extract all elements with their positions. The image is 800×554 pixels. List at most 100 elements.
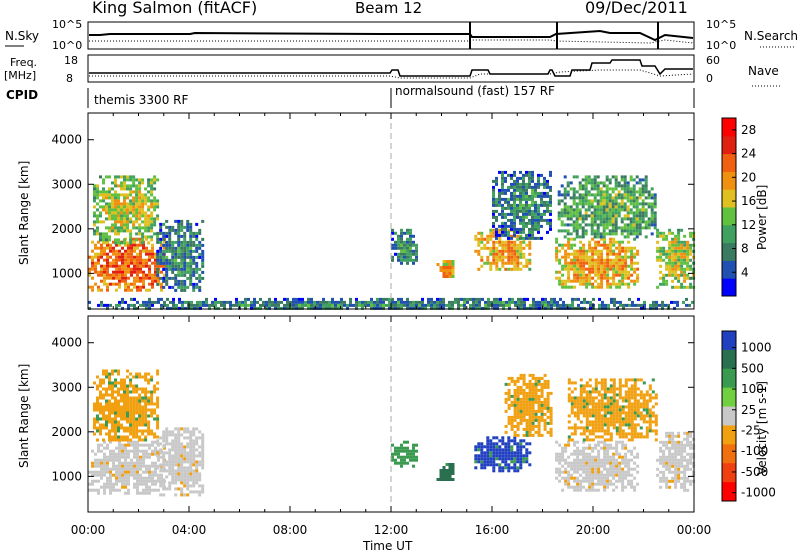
heatmap-cell <box>576 440 580 444</box>
heatmap-cell <box>109 488 112 492</box>
heatmap-cell <box>618 267 622 271</box>
heatmap-cell <box>620 217 624 221</box>
heatmap-cell <box>109 246 112 250</box>
heatmap-cell <box>331 297 334 301</box>
heatmap-cell <box>108 411 111 415</box>
heatmap-cell <box>145 249 148 253</box>
heatmap-cell <box>603 264 607 268</box>
y-tick-label: 4000 <box>51 133 82 147</box>
heatmap-cell <box>633 455 637 459</box>
heatmap-cell <box>570 408 574 412</box>
heatmap-cell <box>489 460 493 464</box>
heatmap-cell <box>168 433 172 437</box>
heatmap-cell <box>109 479 112 483</box>
heatmap-cell <box>120 408 123 412</box>
heatmap-cell <box>132 184 136 188</box>
heatmap-cell <box>391 303 394 307</box>
heatmap-cell <box>591 270 595 274</box>
heatmap-cell <box>680 255 684 259</box>
heatmap-cell <box>612 390 616 394</box>
heatmap-cell <box>633 279 637 283</box>
heatmap-cell <box>599 202 603 206</box>
heatmap-cell <box>528 206 531 210</box>
heatmap-cell <box>165 469 169 473</box>
heatmap-cell <box>93 417 96 421</box>
heatmap-cell <box>564 249 568 253</box>
heatmap-cell <box>409 255 412 259</box>
heatmap-cell <box>121 273 124 277</box>
heatmap-cell <box>100 485 103 489</box>
heatmap-cell <box>183 475 187 479</box>
heatmap-cell <box>325 300 328 304</box>
heatmap-cell <box>117 238 120 242</box>
heatmap-cell <box>150 214 154 218</box>
heatmap-cell <box>181 300 184 304</box>
heatmap-cell <box>121 485 124 489</box>
heatmap-cell <box>507 382 511 386</box>
heatmap-cell <box>442 300 445 304</box>
heatmap-cell <box>617 226 621 230</box>
heatmap-cell <box>546 182 549 186</box>
heatmap-cell <box>608 181 612 185</box>
heatmap-cell <box>433 303 436 307</box>
heatmap-cell <box>115 261 118 265</box>
heatmap-cell <box>597 393 601 397</box>
heatmap-cell <box>466 297 469 301</box>
heatmap-cell <box>624 255 628 259</box>
heatmap-cell <box>391 306 394 310</box>
heatmap-cell <box>192 430 196 434</box>
heatmap-cell <box>603 393 607 397</box>
heatmap-cell <box>160 479 163 483</box>
heatmap-cell <box>618 264 622 268</box>
heatmap-cell <box>168 276 172 280</box>
heatmap-cell <box>165 219 169 223</box>
heatmap-cell <box>680 249 684 253</box>
heatmap-cell <box>415 252 418 256</box>
heatmap-cell <box>469 306 472 310</box>
noise-tick-top-left: 10^5 <box>52 18 82 31</box>
heatmap-cell <box>100 303 103 307</box>
heatmap-cell <box>192 448 196 452</box>
heatmap-cell <box>630 479 634 483</box>
heatmap-cell <box>448 463 452 466</box>
heatmap-cell <box>144 423 148 427</box>
heatmap-cell <box>615 458 619 462</box>
heatmap-cell <box>156 442 160 446</box>
heatmap-cell <box>475 303 478 307</box>
heatmap-cell <box>195 454 199 458</box>
heatmap-cell <box>579 461 583 465</box>
heatmap-cell <box>124 288 127 292</box>
heatmap-cell <box>168 481 172 485</box>
heatmap-cell <box>614 199 618 203</box>
heatmap-cell <box>142 443 145 447</box>
heatmap-cell <box>603 458 607 462</box>
heatmap-cell <box>627 482 631 486</box>
heatmap-cell <box>141 408 145 412</box>
heatmap-cell <box>504 255 508 259</box>
heatmap-cell <box>403 258 406 262</box>
heatmap-cell <box>546 203 549 207</box>
heatmap-cell <box>570 473 574 477</box>
heatmap-cell <box>501 448 505 452</box>
heatmap-cell <box>492 469 496 473</box>
heatmap-cell <box>578 226 582 230</box>
heatmap-cell <box>563 223 567 227</box>
heatmap-cell <box>591 237 595 241</box>
heatmap-cell <box>603 402 607 406</box>
heatmap-cell <box>600 464 604 468</box>
heatmap-cell <box>127 452 130 456</box>
y-tick-label: 2000 <box>51 222 82 236</box>
heatmap-cell <box>412 455 415 459</box>
heatmap-cell <box>522 427 526 431</box>
heatmap-cell <box>605 208 609 212</box>
heatmap-cell <box>600 402 604 406</box>
heatmap-cell <box>510 224 513 228</box>
heatmap-cell <box>537 397 541 401</box>
heatmap-cell <box>546 409 550 413</box>
heatmap-cell <box>683 279 687 283</box>
heatmap-cell <box>186 454 190 458</box>
heatmap-cell <box>519 249 523 253</box>
heatmap-cell <box>159 276 163 280</box>
heatmap-cell <box>160 467 163 471</box>
heatmap-cell <box>621 455 625 459</box>
